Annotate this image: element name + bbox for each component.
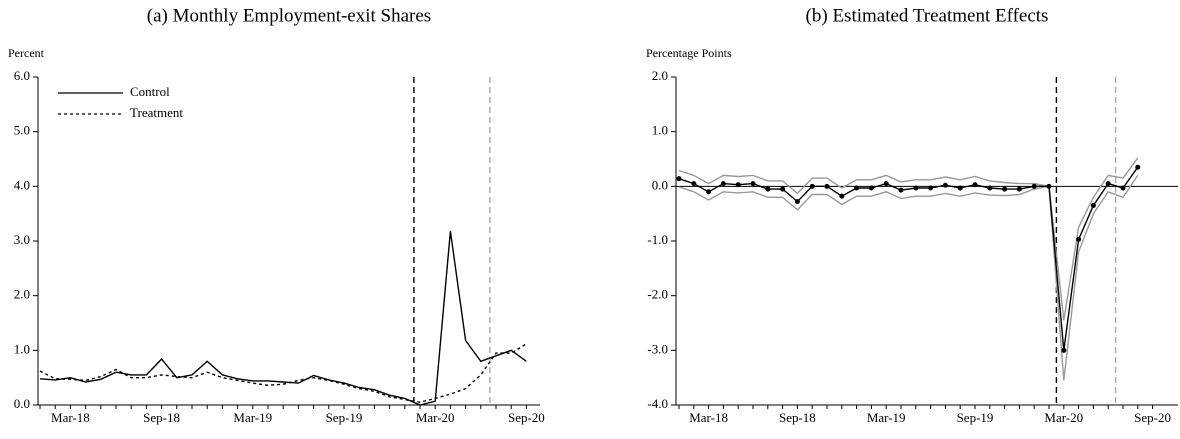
y-tick-label: -1.0 xyxy=(647,232,668,247)
data-point xyxy=(706,189,712,195)
data-point xyxy=(883,181,889,187)
data-point xyxy=(809,183,815,189)
series-line xyxy=(39,343,527,404)
y-tick-label: -3.0 xyxy=(647,341,668,356)
y-tick-label: 1.0 xyxy=(14,341,30,356)
data-point xyxy=(691,181,697,187)
data-point xyxy=(765,186,771,192)
data-point xyxy=(1105,181,1111,187)
data-point xyxy=(735,182,741,188)
x-tick-label: Sep-20 xyxy=(508,410,545,425)
x-tick-label: Mar-20 xyxy=(416,410,455,425)
x-tick-label: Sep-18 xyxy=(143,410,180,425)
data-point xyxy=(1016,186,1022,192)
y-tick-label: 2.0 xyxy=(14,287,30,302)
y-tick-label: -4.0 xyxy=(647,396,668,411)
data-point xyxy=(1090,202,1096,208)
series-line xyxy=(678,175,1139,381)
data-point xyxy=(942,182,948,188)
x-tick-label: Mar-19 xyxy=(233,410,272,425)
data-point xyxy=(676,176,682,182)
data-point xyxy=(898,187,904,193)
data-point xyxy=(1135,164,1141,170)
data-point xyxy=(794,199,800,205)
x-tick-label: Mar-19 xyxy=(867,410,906,425)
data-point xyxy=(750,181,756,187)
data-point xyxy=(928,185,934,191)
series-line xyxy=(39,231,527,406)
y-tick-label: 1.0 xyxy=(652,123,668,138)
x-tick-label: Sep-20 xyxy=(1134,410,1171,425)
series-line xyxy=(678,157,1139,321)
series-line xyxy=(678,166,1139,351)
data-point xyxy=(972,182,978,188)
y-tick-label: 0.0 xyxy=(652,177,668,192)
x-tick-label: Mar-18 xyxy=(689,410,728,425)
legend-label: Control xyxy=(130,84,170,99)
data-point xyxy=(780,186,786,192)
data-point xyxy=(1120,185,1126,191)
y-tick-label: 5.0 xyxy=(14,123,30,138)
y-tick-label: 2.0 xyxy=(652,68,668,83)
chart-title: (a) Monthly Employment-exit Shares xyxy=(147,5,431,26)
data-point xyxy=(868,185,874,191)
data-point xyxy=(1076,236,1082,242)
x-tick-label: Sep-19 xyxy=(326,410,363,425)
y-tick-label: 3.0 xyxy=(14,232,30,247)
data-point xyxy=(1031,183,1037,189)
y-axis-label: Percent xyxy=(8,46,45,60)
data-point xyxy=(839,193,845,199)
legend-label: Treatment xyxy=(130,105,183,120)
y-tick-label: 0.0 xyxy=(14,396,30,411)
data-point xyxy=(913,185,919,191)
data-point xyxy=(1046,183,1052,189)
x-tick-label: Mar-18 xyxy=(51,410,90,425)
y-tick-label: 4.0 xyxy=(14,177,30,192)
data-point xyxy=(987,185,993,191)
y-axis-label: Percentage Points xyxy=(646,46,732,60)
data-point xyxy=(1061,347,1067,353)
data-point xyxy=(1002,186,1008,192)
data-point xyxy=(957,185,963,191)
chart-title: (b) Estimated Treatment Effects xyxy=(806,5,1049,26)
x-tick-label: Sep-18 xyxy=(779,410,816,425)
y-tick-label: -2.0 xyxy=(647,287,668,302)
data-point xyxy=(854,185,860,191)
data-point xyxy=(824,183,830,189)
y-tick-label: 6.0 xyxy=(14,68,30,83)
x-tick-label: Mar-20 xyxy=(1044,410,1083,425)
x-tick-label: Sep-19 xyxy=(957,410,994,425)
data-point xyxy=(720,181,726,187)
